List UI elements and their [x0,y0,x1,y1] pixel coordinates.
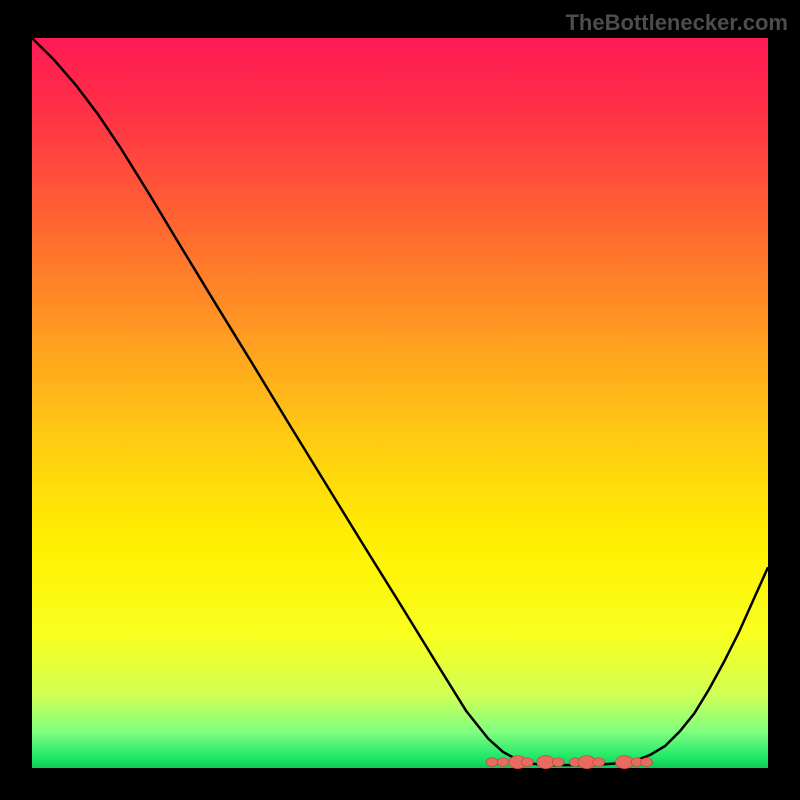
data-marker [486,758,498,767]
data-marker [593,758,605,767]
data-marker [497,758,509,767]
data-marker [641,758,653,767]
bottleneck-chart [0,0,800,800]
data-marker [521,758,533,767]
watermark-text: TheBottlenecker.com [565,10,788,36]
chart-container: { "watermark": { "text": "TheBottlenecke… [0,0,800,800]
data-marker [552,758,564,767]
plot-background [32,38,768,768]
